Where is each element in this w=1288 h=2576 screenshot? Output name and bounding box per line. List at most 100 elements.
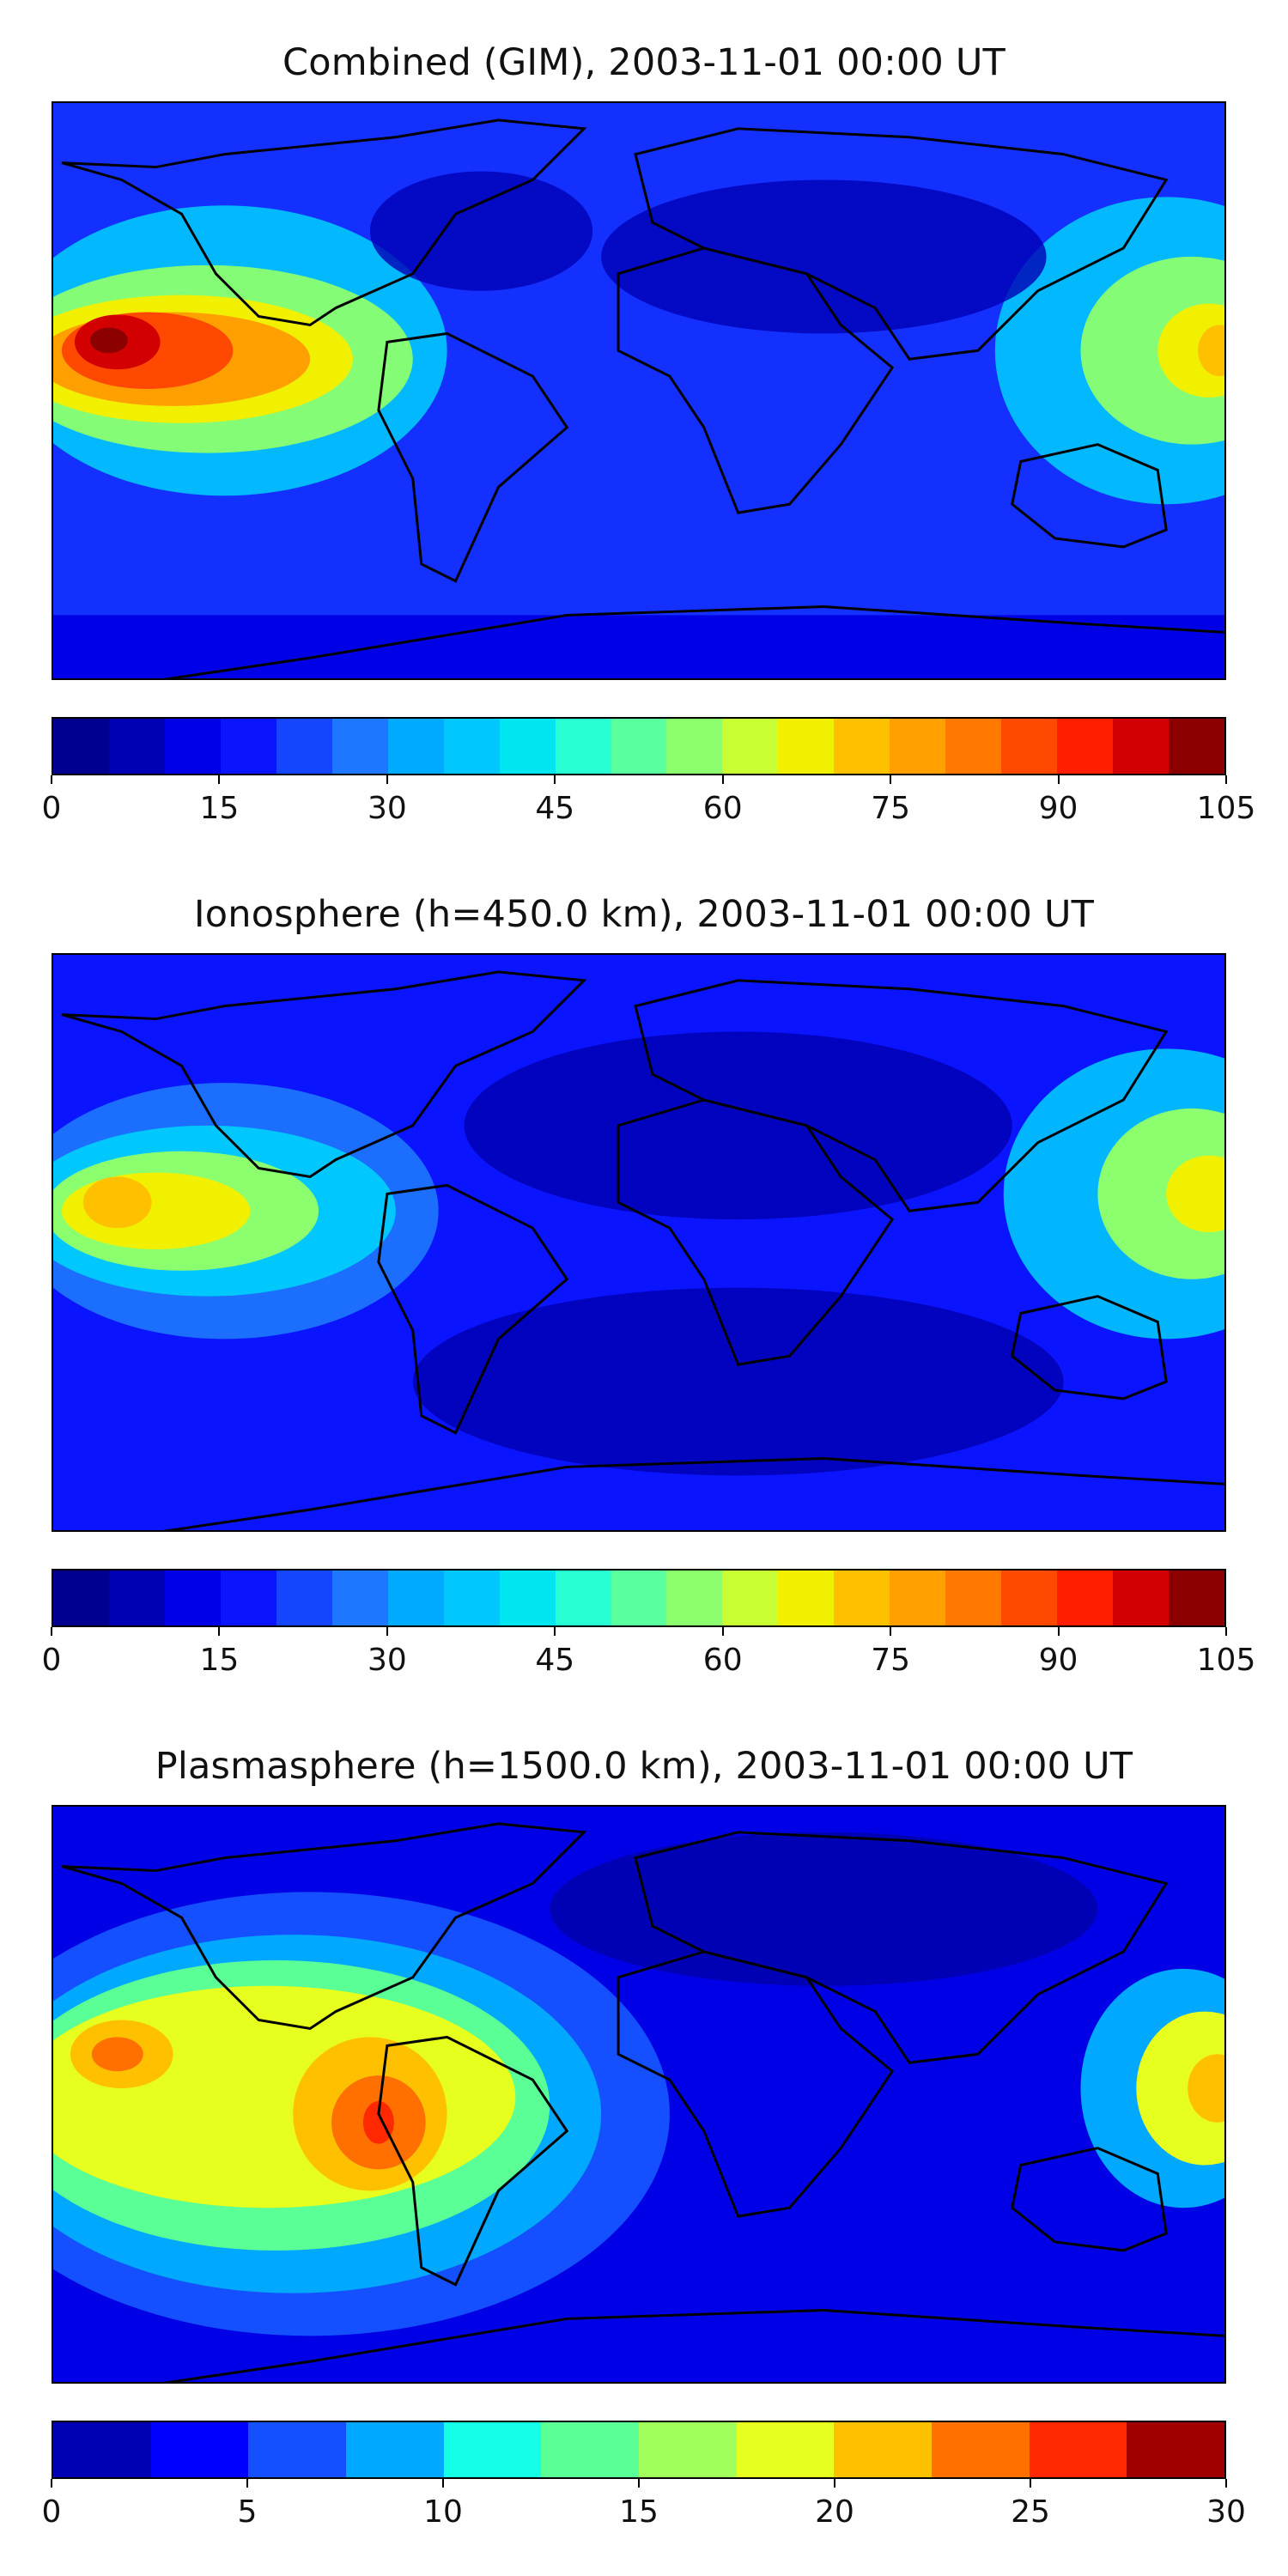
- map-svg: [53, 1807, 1224, 2382]
- colorbar-tick-label: 20: [815, 2494, 854, 2530]
- panel-title: Combined (GIM), 2003-11-01 00:00 UT: [282, 41, 1005, 84]
- colorbar-segment: [1001, 719, 1058, 774]
- tec-map-ionosphere: [52, 953, 1226, 1532]
- map-svg: [53, 103, 1224, 678]
- colorbar-tick-label: 90: [1038, 1643, 1078, 1678]
- colorbar-segment: [220, 719, 276, 774]
- colorbar-segment: [890, 1571, 946, 1625]
- colorbar-segment: [890, 719, 946, 774]
- colorbar-ticks: 0 15 30 45 60 75 90 105: [42, 775, 1255, 827]
- colorbar-tick-label: 15: [199, 1643, 240, 1678]
- colorbar-tick: [386, 775, 388, 784]
- colorbar-ticks: 0 15 30 45 60 75 90 105: [42, 1627, 1255, 1679]
- colorbar-segment: [932, 2422, 1030, 2477]
- colorbar-segment: [834, 2422, 933, 2477]
- colorbar-tick: [1225, 775, 1227, 784]
- colorbar-segment: [611, 719, 667, 774]
- colorbar-segment: [611, 1571, 667, 1625]
- colorbar-segment: [666, 719, 723, 774]
- colorbar-tick-label: 5: [237, 2494, 258, 2530]
- colorbar-tick-label: 30: [1206, 2494, 1246, 2530]
- colorbar-segment: [1029, 2422, 1127, 2477]
- colorbar-tick-label: 15: [199, 791, 240, 826]
- colorbar-segment: [778, 1571, 835, 1625]
- colorbar-tick-label: 105: [1196, 1643, 1256, 1678]
- colorbar-tick: [890, 1627, 892, 1636]
- colorbar-segment: [666, 1571, 723, 1625]
- map-svg: [53, 955, 1224, 1530]
- colorbar-segment: [541, 2422, 640, 2477]
- colorbar-tick: [638, 2479, 640, 2488]
- colorbar-tick: [1030, 2479, 1031, 2488]
- colorbar-tick-label: 105: [1196, 791, 1256, 826]
- colorbar-segment: [1113, 1571, 1170, 1625]
- colorbar-tick: [554, 775, 556, 784]
- colorbar-ticks: 0 5 10 15 20 25 30: [42, 2479, 1246, 2530]
- colorbar-segment: [945, 719, 1002, 774]
- colorbar-segment: [248, 2422, 347, 2477]
- colorbar-segment: [443, 2422, 542, 2477]
- colorbar-tick: [890, 775, 892, 784]
- colorbar-segment: [387, 719, 444, 774]
- colorbar-segment: [722, 719, 779, 774]
- colorbar-segment: [1057, 1571, 1114, 1625]
- colorbar-tick: [51, 2479, 52, 2488]
- colorbar-tick: [1225, 2479, 1227, 2488]
- colorbar-segment: [499, 1571, 556, 1625]
- colorbar-tick: [51, 775, 52, 784]
- colorbar-tick-label: 60: [702, 791, 743, 826]
- colorbar-tick-label: 10: [423, 2494, 463, 2530]
- colorbar-tick-label: 75: [871, 791, 911, 826]
- colorbar-tick: [51, 1627, 52, 1636]
- colorbar-segment: [639, 2422, 737, 2477]
- panel-title: Plasmasphere (h=1500.0 km), 2003-11-01 0…: [155, 1745, 1133, 1788]
- colorbar-segment: [443, 1571, 500, 1625]
- colorbar-segment: [555, 719, 611, 774]
- colorbar-segment: [1001, 1571, 1058, 1625]
- colorbar-tick-label: 30: [367, 791, 407, 826]
- colorbar-segment: [443, 719, 500, 774]
- colorbar-segment: [1127, 2422, 1225, 2477]
- colorbar-segment: [834, 719, 890, 774]
- colorbar-segment: [150, 2422, 249, 2477]
- colorbar-combined: [52, 717, 1226, 775]
- colorbar-tick: [218, 775, 221, 784]
- colorbar-tick: [834, 2479, 835, 2488]
- colorbar-segment: [736, 2422, 835, 2477]
- colorbar-segment: [1169, 719, 1225, 774]
- colorbar-segment: [276, 1571, 332, 1625]
- tec-map-combined: [52, 101, 1226, 680]
- colorbar-tick-label: 75: [871, 1643, 911, 1678]
- colorbar-segment: [1169, 1571, 1225, 1625]
- colorbar-segment: [331, 1571, 388, 1625]
- colorbar-segment: [346, 2422, 444, 2477]
- colorbar-segment: [108, 719, 165, 774]
- colorbar-tick: [246, 2479, 248, 2488]
- colorbar-tick-label: 90: [1038, 791, 1078, 826]
- colorbar-segment: [945, 1571, 1002, 1625]
- colorbar-segment: [778, 719, 835, 774]
- colorbar-segment: [331, 719, 388, 774]
- colorbar-segment: [164, 1571, 221, 1625]
- panel-title: Ionosphere (h=450.0 km), 2003-11-01 00:0…: [193, 893, 1095, 936]
- colorbar-segment: [53, 719, 109, 774]
- colorbar-segment: [722, 1571, 779, 1625]
- colorbar-tick: [1057, 1627, 1060, 1636]
- colorbar-segment: [53, 2422, 151, 2477]
- colorbar-tick-label: 0: [41, 1643, 62, 1678]
- colorbar-tick-label: 0: [41, 791, 62, 826]
- colorbar-segment: [220, 1571, 276, 1625]
- colorbar-segment: [1113, 719, 1170, 774]
- colorbar-segment: [387, 1571, 444, 1625]
- colorbar-tick-label: 60: [702, 1643, 743, 1678]
- colorbar-tick-label: 15: [619, 2494, 659, 2530]
- colorbar-segment: [555, 1571, 611, 1625]
- colorbar-segment: [164, 719, 221, 774]
- colorbar-tick-label: 25: [1011, 2494, 1050, 2530]
- colorbar-tick-label: 45: [535, 791, 575, 826]
- colorbar-tick: [554, 1627, 556, 1636]
- colorbar-segment: [53, 1571, 109, 1625]
- colorbar-tick: [1057, 775, 1060, 784]
- colorbar-segment: [276, 719, 332, 774]
- colorbar-tick: [1225, 1627, 1227, 1636]
